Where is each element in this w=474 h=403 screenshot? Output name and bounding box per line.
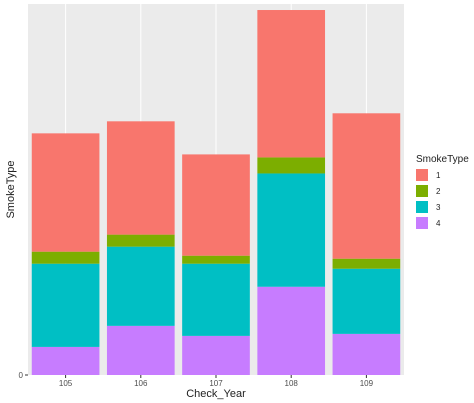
bar-segment-2-107 (182, 255, 250, 264)
bar-segment-2-108 (257, 157, 326, 174)
bar-segment-1-107 (182, 154, 250, 256)
x-tick-label: 108 (285, 379, 299, 388)
bar-stacks (31, 10, 401, 375)
x-tick-label: 106 (134, 379, 148, 388)
x-tick-label: 105 (59, 379, 73, 388)
bar-segment-4-107 (182, 335, 250, 375)
legend-key-2 (416, 185, 428, 197)
bar-segment-3-108 (257, 173, 326, 287)
bar-segment-1-108 (257, 10, 326, 158)
y-axis-title: SmokeType (5, 160, 17, 218)
x-tick-label: 107 (209, 379, 223, 388)
legend-key-4 (416, 217, 428, 229)
bar-segment-2-106 (106, 234, 175, 247)
bar-segment-4-106 (106, 325, 175, 375)
legend-label: 4 (436, 219, 441, 228)
bar-segment-3-109 (332, 268, 401, 334)
y-tick-label: 0 (19, 371, 24, 380)
legend-key-1 (416, 169, 428, 181)
legend-label: 2 (436, 187, 441, 196)
x-axis: 105 106 107 108 109 (59, 375, 374, 388)
bar-segment-1-109 (332, 113, 401, 259)
x-axis-title: Check_Year (186, 388, 246, 400)
bar-segment-4-108 (257, 286, 326, 375)
bar-segment-3-106 (106, 246, 175, 326)
x-tick-label: 109 (360, 379, 374, 388)
bar-segment-1-106 (106, 121, 175, 235)
legend: SmokeType 1 2 3 4 (416, 154, 469, 229)
bar-segment-3-107 (182, 263, 250, 336)
bar-segment-4-105 (31, 346, 100, 375)
bar-segment-1-105 (31, 133, 100, 252)
legend-title: SmokeType (416, 154, 469, 165)
legend-key-3 (416, 201, 428, 213)
bar-segment-2-105 (31, 251, 100, 264)
y-axis: 0 (19, 371, 28, 380)
bar-segment-4-109 (332, 333, 401, 375)
bar-segment-2-109 (332, 258, 401, 269)
bar-segment-3-105 (31, 263, 100, 347)
legend-label: 1 (436, 171, 441, 180)
legend-label: 3 (436, 203, 441, 212)
